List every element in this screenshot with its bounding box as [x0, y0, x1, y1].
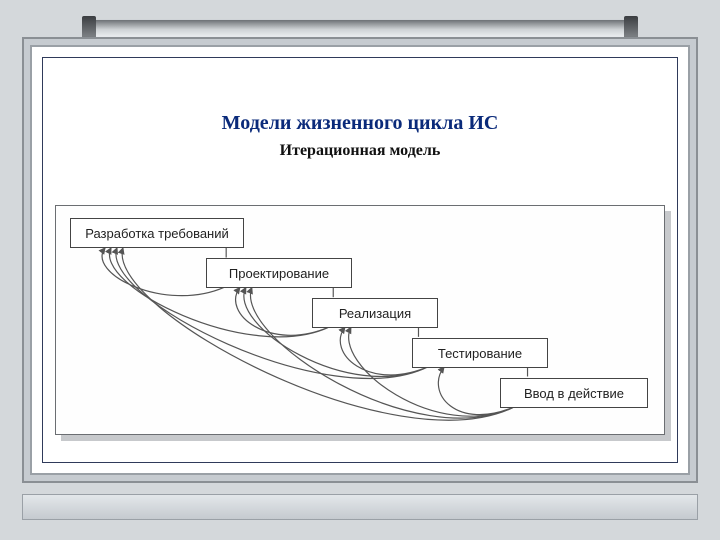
slide-title: Модели жизненного цикла ИС [0, 112, 720, 135]
stage-req: Разработка требований [70, 218, 244, 248]
stage-label: Тестирование [438, 346, 522, 361]
stage-impl: Реализация [312, 298, 438, 328]
stage-design: Проектирование [206, 258, 352, 288]
stage-label: Разработка требований [85, 226, 229, 241]
iteration-diagram: Разработка требований Проектирование Реали… [55, 205, 665, 435]
stage-label: Реализация [339, 306, 411, 321]
slide-subtitle: Итерационная модель [0, 142, 720, 160]
stage-deploy: Ввод в действие [500, 378, 648, 408]
stage-label: Проектирование [229, 266, 329, 281]
diagram-face: Разработка требований Проектирование Реали… [55, 205, 665, 435]
stage-label: Ввод в действие [524, 386, 624, 401]
slide-bottom-bar [22, 494, 698, 520]
stage-test: Тестирование [412, 338, 548, 368]
